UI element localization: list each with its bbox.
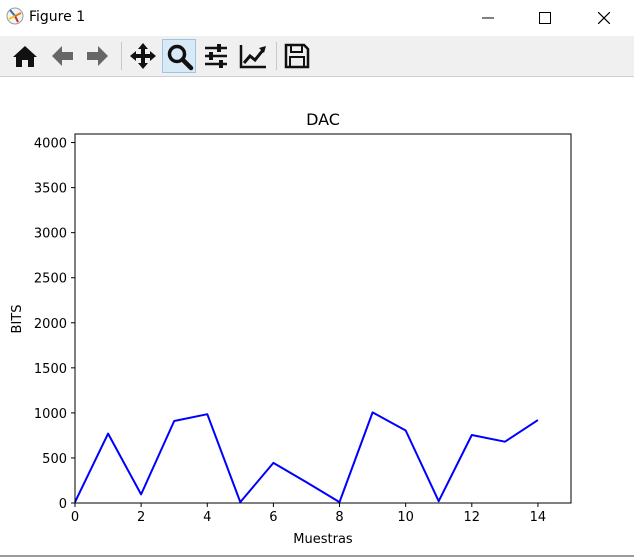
configure-subplots-button[interactable]	[199, 39, 233, 73]
zoom-icon	[167, 44, 194, 71]
series-group	[74, 411, 539, 504]
x-axis-label: Muestras	[293, 532, 353, 547]
x-tick-label: 6	[269, 510, 277, 525]
x-tick-label: 8	[335, 510, 343, 525]
forward-arrow-icon	[87, 46, 108, 66]
save-button[interactable]	[280, 39, 314, 73]
pan-button[interactable]	[126, 39, 160, 73]
y-tick-label: 1000	[34, 407, 67, 422]
close-button[interactable]	[581, 0, 627, 36]
y-tick-label: 2500	[34, 272, 67, 287]
maximize-icon	[539, 12, 551, 24]
home-button[interactable]	[8, 39, 42, 73]
x-tick-label: 4	[203, 510, 211, 525]
series-line-0	[74, 411, 539, 504]
back-arrow-icon	[52, 46, 73, 66]
chart-title: DAC	[306, 110, 340, 129]
y-tick-label: 2000	[34, 317, 67, 332]
maximize-button[interactable]	[522, 0, 568, 36]
x-tick-label: 0	[71, 510, 79, 525]
toolbar-separator	[121, 42, 122, 70]
plot-area-frame	[74, 133, 572, 504]
y-tick-label: 4000	[34, 137, 67, 152]
y-tick-label: 3500	[34, 182, 67, 197]
x-tick-label: 10	[397, 510, 414, 525]
y-tick-label: 3000	[34, 227, 67, 242]
pan-icon	[130, 43, 156, 69]
edit-axis-button[interactable]	[236, 39, 270, 73]
back-button[interactable]	[45, 39, 79, 73]
y-axis-label: BITS	[10, 305, 25, 334]
navigation-toolbar	[0, 36, 634, 77]
window-titlebar: Figure 1	[0, 0, 634, 36]
save-icon	[284, 43, 310, 69]
y-tick-label: 1500	[34, 362, 67, 377]
y-tick-label: 500	[42, 452, 67, 467]
window-title: Figure 1	[29, 9, 86, 25]
zoom-button[interactable]	[162, 39, 196, 73]
x-tick-label: 14	[530, 510, 547, 525]
configure-subplots-icon	[205, 44, 227, 68]
x-tick-label: 12	[464, 510, 481, 525]
matplotlib-logo-icon	[6, 7, 24, 25]
x-tick-label: 2	[137, 510, 145, 525]
toolbar-separator	[276, 42, 277, 70]
close-icon	[598, 12, 610, 24]
forward-button[interactable]	[81, 39, 115, 73]
window-bottom-border	[0, 555, 634, 557]
minimize-icon	[482, 17, 494, 19]
axis-ticks: 0 2 4 6 8 10 12 14 0 500 1000 1500 2000 2500 3000 3500 4…	[34, 137, 546, 525]
figure-canvas[interactable]: DAC 0 2 4 6 8 10 12 14 0 500 1000 1500 2000 2500 3000 3…	[0, 77, 634, 555]
y-tick-label: 0	[59, 497, 67, 512]
edit-axis-icon	[239, 45, 266, 69]
home-icon	[13, 46, 37, 67]
minimize-button[interactable]	[465, 0, 511, 36]
